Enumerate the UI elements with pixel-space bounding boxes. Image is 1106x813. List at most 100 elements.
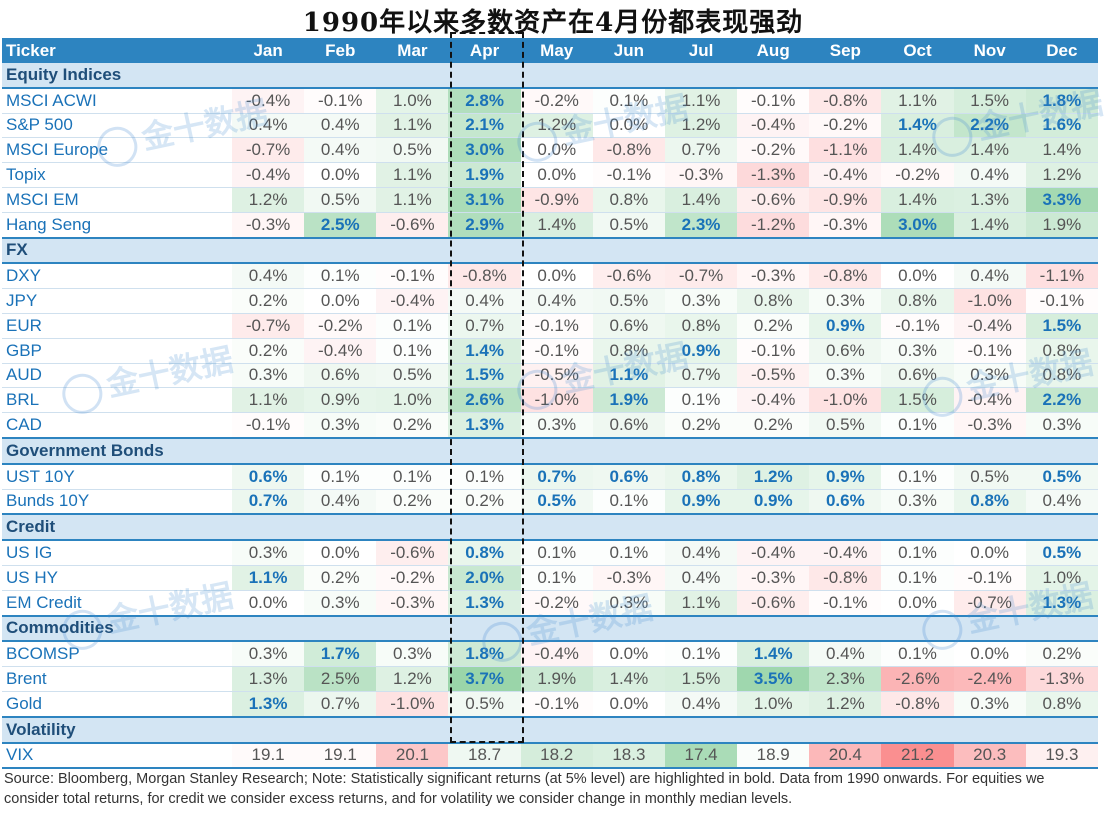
- table-row: MSCI Europe -0.7% 0.4% 0.5% 3.0% 0.0% -0.8% 0.7…: [2, 137, 1098, 164]
- value-cell: 1.0%: [376, 87, 449, 114]
- value-cell: 1.4%: [520, 212, 593, 239]
- value-cell: -0.1%: [520, 338, 593, 364]
- value-cell: -0.5%: [520, 363, 593, 389]
- ticker-label: MSCI EM: [2, 187, 233, 213]
- value-cell: 2.5%: [304, 666, 377, 692]
- value-cell: 1.5%: [1025, 313, 1098, 339]
- value-cell: 18.9: [737, 742, 810, 770]
- value-cell: 0.2%: [376, 489, 449, 516]
- value-cell: 0.5%: [376, 363, 449, 389]
- value-cell: -0.8%: [881, 691, 954, 718]
- header-month: Jul: [664, 38, 738, 63]
- value-cell: 0.4%: [232, 263, 305, 290]
- value-cell: 1.1%: [376, 113, 449, 139]
- value-cell: -0.1%: [376, 263, 449, 290]
- value-cell: 0.3%: [304, 590, 377, 617]
- value-cell: 1.3%: [953, 187, 1026, 213]
- value-cell: -0.4%: [953, 387, 1026, 414]
- value-cell: 0.0%: [592, 113, 665, 139]
- value-cell: 0.4%: [304, 489, 377, 516]
- value-cell: 1.4%: [448, 338, 521, 364]
- section-row: Equity Indices: [2, 63, 1098, 89]
- table-row: GBP 0.2% -0.4% 0.1% 1.4% -0.1% 0.8% 0.9% -0.1% 0.…: [2, 338, 1098, 364]
- value-cell: 1.9%: [1025, 212, 1098, 239]
- value-cell: 1.2%: [809, 691, 882, 718]
- value-cell: -0.9%: [809, 187, 882, 213]
- value-cell: 18.2: [520, 742, 593, 770]
- value-cell: 0.2%: [664, 412, 738, 439]
- value-cell: 0.8%: [664, 313, 738, 339]
- value-cell: 1.1%: [664, 590, 738, 617]
- value-cell: 0.7%: [520, 463, 593, 490]
- ticker-label: US HY: [2, 565, 233, 591]
- ticker-label: AUD: [2, 363, 233, 389]
- value-cell: 0.1%: [592, 87, 665, 114]
- value-cell: 0.8%: [1025, 363, 1098, 389]
- value-cell: 0.1%: [376, 313, 449, 339]
- value-cell: -1.1%: [809, 137, 882, 164]
- value-cell: -1.0%: [953, 288, 1026, 314]
- value-cell: 0.2%: [232, 338, 305, 364]
- value-cell: 0.0%: [520, 263, 593, 290]
- value-cell: 0.1%: [520, 540, 593, 566]
- table-row: UST 10Y 0.6% 0.1% 0.1% 0.1% 0.7% 0.6% 0.8% 1.2% 0…: [2, 463, 1098, 490]
- value-cell: -0.1%: [881, 313, 954, 339]
- section-row: Government Bonds: [2, 437, 1098, 465]
- value-cell: 1.4%: [881, 137, 954, 164]
- value-cell: 0.3%: [809, 363, 882, 389]
- value-cell: 0.5%: [448, 691, 521, 718]
- section-row: FX: [2, 237, 1098, 265]
- source-note: Source: Bloomberg, Morgan Stanley Resear…: [4, 771, 1045, 807]
- value-cell: 0.6%: [809, 489, 882, 516]
- value-cell: 1.1%: [232, 565, 305, 591]
- value-cell: -0.7%: [232, 313, 305, 339]
- value-cell: 0.8%: [737, 288, 810, 314]
- value-cell: 1.4%: [737, 641, 810, 668]
- value-cell: 0.6%: [232, 463, 305, 490]
- value-cell: -0.4%: [737, 540, 810, 566]
- value-cell: 0.0%: [304, 288, 377, 314]
- chart-title: 1990年以来多数资产在4月份都表现强劲: [302, 8, 804, 38]
- value-cell: 1.4%: [953, 212, 1026, 239]
- value-cell: -0.7%: [232, 137, 305, 164]
- header-month: Aug: [737, 38, 810, 63]
- value-cell: -0.9%: [520, 187, 593, 213]
- value-cell: -0.1%: [953, 338, 1026, 364]
- value-cell: 1.5%: [953, 87, 1026, 114]
- table-row: US HY 1.1% 0.2% -0.2% 2.0% 0.1% -0.3% 0.4% -0.3%…: [2, 565, 1098, 591]
- value-cell: 0.0%: [232, 590, 305, 617]
- header-month: Jan: [232, 38, 305, 63]
- value-cell: -0.1%: [737, 87, 810, 114]
- value-cell: 0.6%: [592, 412, 665, 439]
- value-cell: 0.8%: [592, 338, 665, 364]
- table-row: MSCI ACWI -0.4% -0.1% 1.0% 2.8% -0.2% 0.1% 1.1%…: [2, 87, 1098, 114]
- ticker-label: UST 10Y: [2, 463, 233, 490]
- table-row: VIX 19.1 19.1 20.1 18.7 18.2 18.3 17.4 18.9 20.4 2…: [2, 742, 1098, 770]
- value-cell: 0.4%: [664, 565, 738, 591]
- value-cell: 0.0%: [304, 162, 377, 188]
- value-cell: 1.4%: [664, 187, 738, 213]
- value-cell: 0.6%: [881, 363, 954, 389]
- value-cell: -1.0%: [520, 387, 593, 414]
- value-cell: -0.3%: [664, 162, 738, 188]
- value-cell: 2.9%: [448, 212, 521, 239]
- value-cell: 0.1%: [881, 565, 954, 591]
- value-cell: 2.3%: [809, 666, 882, 692]
- value-cell: 3.5%: [737, 666, 810, 692]
- value-cell: -0.4%: [232, 87, 305, 114]
- ticker-label: EM Credit: [2, 590, 233, 617]
- value-cell: 0.1%: [592, 489, 665, 516]
- value-cell: 1.1%: [881, 87, 954, 114]
- table-row: Bunds 10Y 0.7% 0.4% 0.2% 0.2% 0.5% 0.1% 0.9% 0.9…: [2, 489, 1098, 516]
- value-cell: 2.3%: [664, 212, 738, 239]
- table-row: US IG 0.3% 0.0% -0.6% 0.8% 0.1% 0.1% 0.4% -0.4% -…: [2, 540, 1098, 566]
- value-cell: 0.3%: [232, 363, 305, 389]
- value-cell: 0.6%: [809, 338, 882, 364]
- ticker-label: GBP: [2, 338, 233, 364]
- value-cell: -2.6%: [881, 666, 954, 692]
- value-cell: 1.0%: [737, 691, 810, 718]
- value-cell: 0.5%: [592, 288, 665, 314]
- value-cell: 3.3%: [1025, 187, 1098, 213]
- value-cell: 0.3%: [809, 288, 882, 314]
- value-cell: -0.6%: [737, 590, 810, 617]
